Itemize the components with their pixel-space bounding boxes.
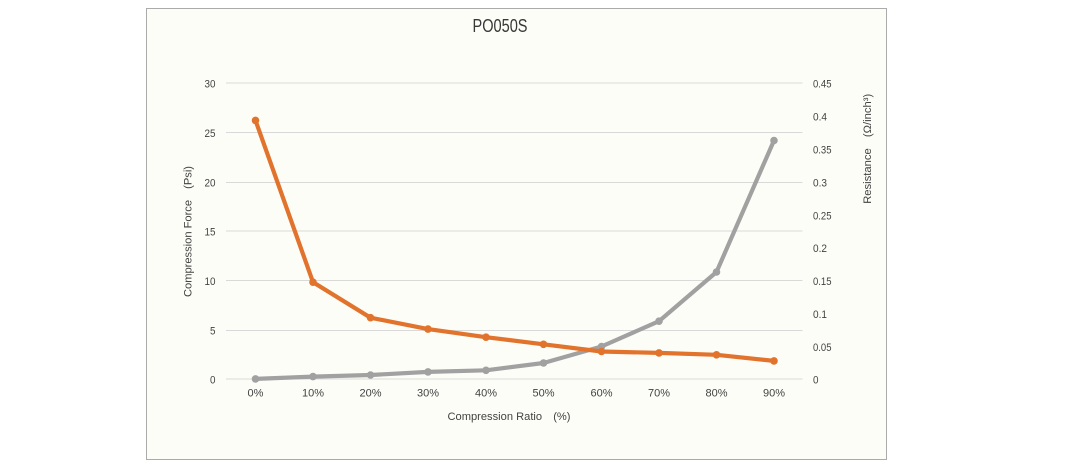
svg-text:50%: 50% [532,388,554,400]
svg-text:Compression Ratio (%): Compression Ratio (%) [448,411,571,423]
svg-text:0.15: 0.15 [813,276,832,288]
svg-text:80%: 80% [705,388,727,400]
svg-text:60%: 60% [590,388,612,400]
svg-text:0%: 0% [248,388,264,400]
svg-text:Resistance (Ω/inch³): Resistance (Ω/inch³) [862,94,874,204]
svg-text:30: 30 [205,79,216,91]
svg-text:10%: 10% [302,388,324,400]
svg-text:30%: 30% [417,388,439,400]
svg-text:0.1: 0.1 [813,309,827,321]
svg-text:0.4: 0.4 [813,112,827,124]
svg-text:0: 0 [813,375,819,387]
svg-text:20%: 20% [359,388,381,400]
svg-text:20: 20 [205,177,216,189]
svg-text:PO050S: PO050S [473,16,528,36]
svg-text:0: 0 [210,375,216,387]
svg-text:0.45: 0.45 [813,79,832,91]
svg-text:0.3: 0.3 [813,177,827,189]
svg-text:25: 25 [205,128,216,140]
svg-text:0.05: 0.05 [813,342,832,354]
svg-text:90%: 90% [763,388,785,400]
svg-text:Compression Force (Psi): Compression Force (Psi) [183,166,195,297]
svg-text:70%: 70% [648,388,670,400]
svg-text:5: 5 [210,325,216,337]
svg-text:10: 10 [205,276,216,288]
svg-text:0.35: 0.35 [813,145,832,157]
svg-text:0.25: 0.25 [813,210,832,222]
svg-text:15: 15 [205,227,216,239]
svg-text:40%: 40% [475,388,497,400]
svg-text:0.2: 0.2 [813,243,827,255]
